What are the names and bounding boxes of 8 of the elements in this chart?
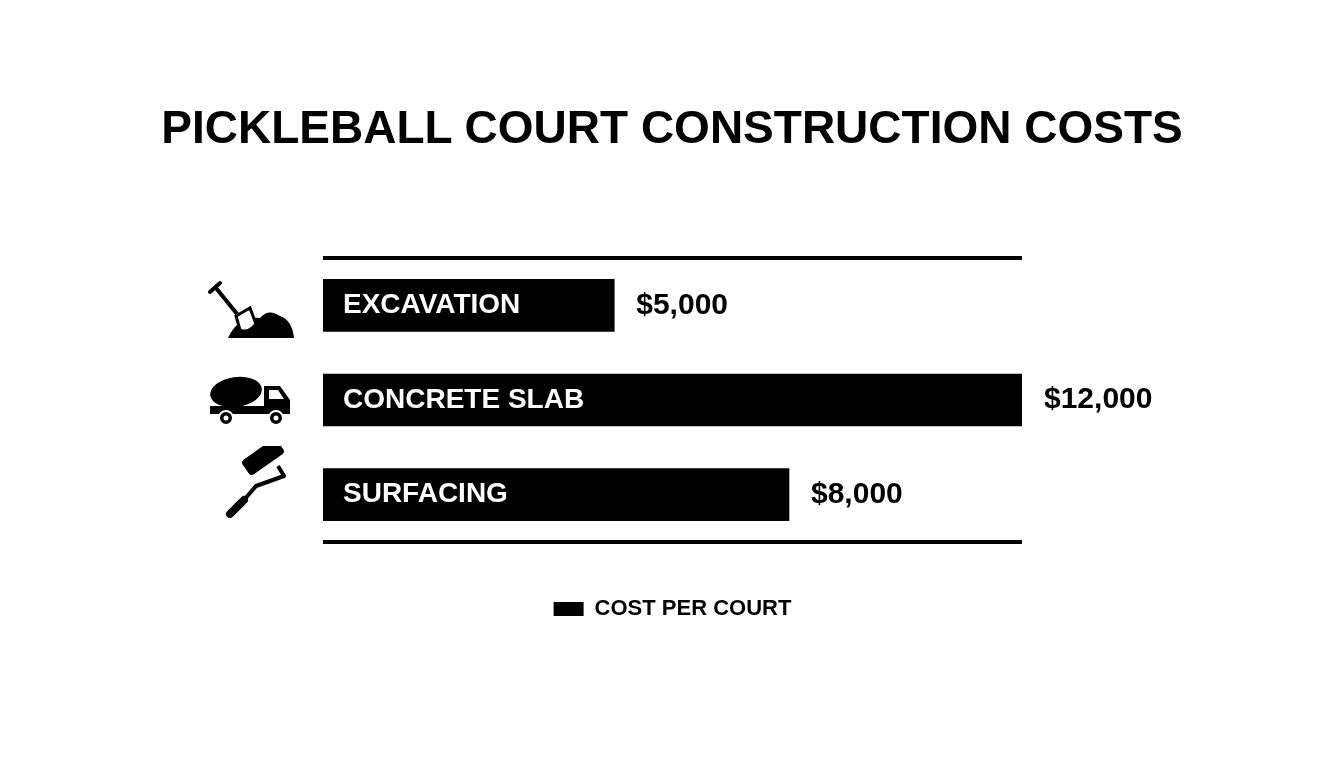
data-label: $5,000 (636, 286, 729, 320)
data-label: $8,000 (811, 475, 903, 509)
y-tick-label: CONCRETE SLAB (343, 382, 585, 414)
y-tick-label: SURFACING (343, 477, 508, 509)
legend-label: COST PER COURT (594, 595, 792, 621)
y-tick-label: EXCAVATION (343, 288, 521, 320)
chart-title: PICKLEBALL COURT CONSTRUCTION COSTS (160, 100, 1184, 154)
data-label: $12,000 (1044, 381, 1153, 415)
